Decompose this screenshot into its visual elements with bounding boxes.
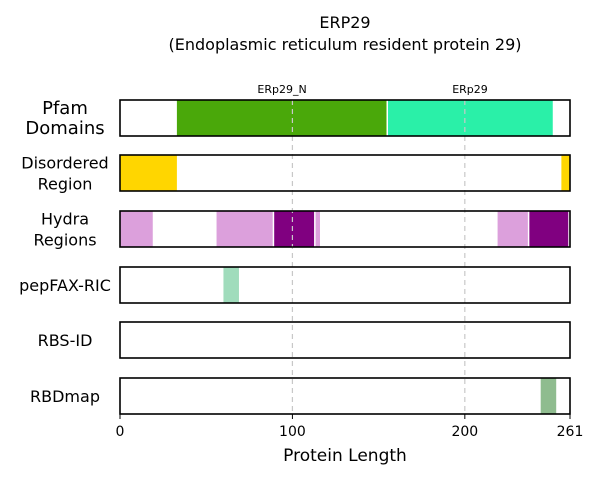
segment-60-69	[223, 267, 239, 303]
row-label: Domains	[25, 118, 104, 139]
x-tick-label: 261	[557, 424, 584, 440]
gridlines	[291, 100, 466, 414]
x-tick-label: 0	[116, 424, 125, 440]
row-label: pepFAX-RIC	[19, 276, 111, 295]
segment-219-237	[497, 211, 529, 247]
row-label: Pfam	[42, 98, 88, 119]
row-label: Region	[38, 175, 93, 194]
row-frame	[119, 154, 571, 192]
x-axis: 0 100 200 261	[116, 414, 584, 440]
row-label: RBDmap	[30, 387, 100, 406]
row-label: Regions	[33, 231, 96, 250]
segment-237-260	[528, 211, 569, 247]
row-label: Hydra	[41, 210, 89, 229]
segment-256-261	[561, 155, 570, 191]
row-frame	[119, 266, 571, 304]
row-disordered-region: Disordered Region	[21, 154, 570, 194]
row-rbdmap: RBDmap	[30, 378, 557, 414]
x-tick-label: 100	[279, 424, 306, 440]
domain-label: ERp29_N	[257, 83, 306, 96]
row-label: Disordered	[21, 154, 108, 173]
row-hydra-regions: Hydra Regions	[33, 210, 569, 250]
segment-0-19	[120, 211, 153, 247]
row-frame	[119, 377, 571, 415]
segment-erp29-155-251	[387, 100, 553, 136]
segment-0-33	[120, 155, 177, 191]
segment-244-253	[540, 378, 557, 414]
row-frame	[119, 321, 571, 359]
segment-56-89	[216, 211, 274, 247]
chart-title: ERP29	[319, 13, 370, 32]
chart-subtitle: (Endoplasmic reticulum resident protein …	[169, 35, 522, 54]
domain-label: ERp29	[452, 83, 488, 96]
segment-erp29-n-33-155	[176, 100, 388, 136]
row-frame	[119, 210, 571, 248]
x-axis-label: Protein Length	[283, 446, 407, 466]
row-frames	[119, 99, 571, 415]
segment-113-116	[314, 211, 320, 247]
row-label: RBS-ID	[38, 331, 93, 350]
row-rbs-id: RBS-ID	[38, 331, 93, 350]
x-tick-label: 200	[451, 424, 478, 440]
row-frame	[119, 99, 571, 137]
segment-89-113	[273, 211, 315, 247]
row-pepfax-ric: pepFAX-RIC	[19, 267, 239, 303]
